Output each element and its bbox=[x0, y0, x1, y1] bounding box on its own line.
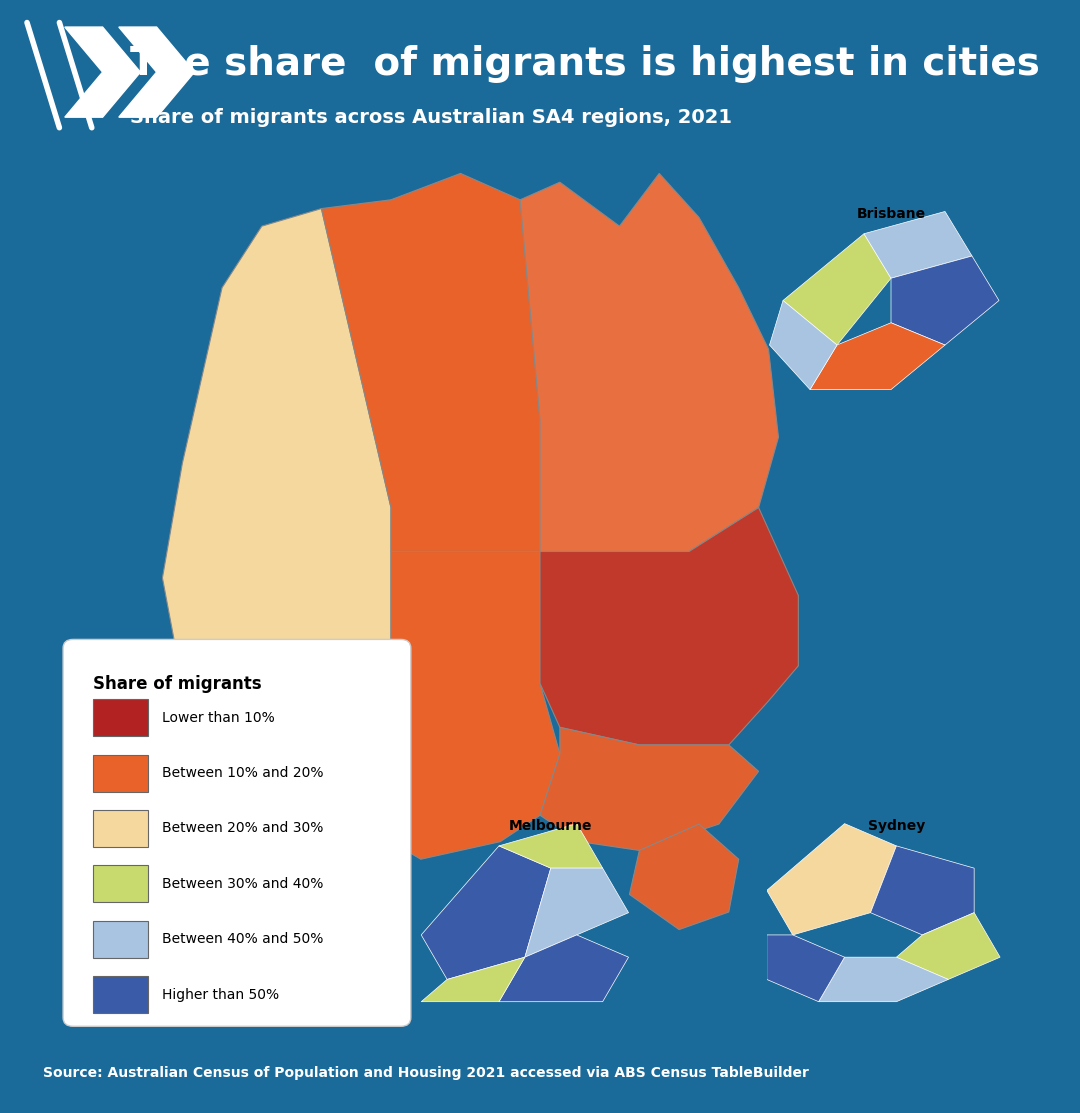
Polygon shape bbox=[896, 913, 1000, 979]
FancyBboxPatch shape bbox=[93, 699, 148, 736]
Polygon shape bbox=[499, 824, 603, 868]
Text: Between 10% and 20%: Between 10% and 20% bbox=[162, 766, 324, 780]
Polygon shape bbox=[540, 508, 798, 745]
Text: Share of migrants across Australian SA4 regions, 2021: Share of migrants across Australian SA4 … bbox=[130, 108, 731, 127]
Polygon shape bbox=[421, 846, 551, 979]
Text: Share of migrants: Share of migrants bbox=[93, 674, 261, 692]
Polygon shape bbox=[322, 174, 540, 551]
Polygon shape bbox=[65, 27, 140, 117]
Text: Sydney: Sydney bbox=[867, 819, 926, 834]
FancyBboxPatch shape bbox=[93, 920, 148, 957]
Polygon shape bbox=[819, 957, 948, 1002]
Polygon shape bbox=[864, 211, 972, 278]
Polygon shape bbox=[540, 728, 758, 850]
Polygon shape bbox=[783, 234, 891, 345]
Polygon shape bbox=[630, 824, 739, 929]
Polygon shape bbox=[521, 174, 779, 551]
FancyBboxPatch shape bbox=[63, 639, 410, 1026]
FancyBboxPatch shape bbox=[93, 810, 148, 847]
Polygon shape bbox=[421, 957, 525, 1002]
Text: Lower than 10%: Lower than 10% bbox=[162, 711, 275, 725]
Text: Brisbane: Brisbane bbox=[856, 207, 926, 221]
Text: Between 40% and 50%: Between 40% and 50% bbox=[162, 933, 324, 946]
Polygon shape bbox=[525, 868, 629, 957]
Polygon shape bbox=[891, 256, 999, 345]
FancyBboxPatch shape bbox=[93, 976, 148, 1013]
Text: Between 20% and 30%: Between 20% and 30% bbox=[162, 821, 324, 836]
Polygon shape bbox=[119, 27, 194, 117]
Text: Source: Australian Census of Population and Housing 2021 accessed via ABS Census: Source: Australian Census of Population … bbox=[43, 1066, 809, 1081]
Text: Between 30% and 40%: Between 30% and 40% bbox=[162, 877, 324, 890]
Text: The share  of migrants is highest in cities: The share of migrants is highest in citi… bbox=[130, 46, 1039, 83]
Polygon shape bbox=[810, 323, 945, 390]
FancyBboxPatch shape bbox=[93, 755, 148, 791]
Polygon shape bbox=[870, 846, 974, 935]
FancyBboxPatch shape bbox=[93, 866, 148, 903]
Polygon shape bbox=[162, 208, 391, 841]
Polygon shape bbox=[767, 824, 896, 935]
Polygon shape bbox=[499, 935, 629, 1002]
Text: Melbourne: Melbourne bbox=[509, 819, 593, 834]
Polygon shape bbox=[767, 935, 845, 1002]
Polygon shape bbox=[769, 301, 837, 390]
Polygon shape bbox=[391, 551, 559, 859]
Text: Higher than 50%: Higher than 50% bbox=[162, 987, 280, 1002]
